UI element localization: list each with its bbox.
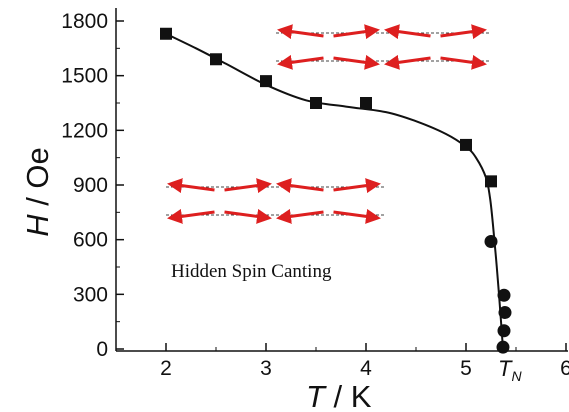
data-markers [160, 27, 512, 354]
spin-arrow [276, 208, 324, 224]
spin-arrangement-inset-lower [166, 178, 384, 224]
data-point-square [260, 75, 272, 88]
x-axis-title-unit: / K [325, 379, 372, 412]
data-point-square [160, 27, 172, 40]
y-tick-label: 300 [73, 283, 108, 306]
spin-arrow [440, 24, 487, 40]
spin-arrow [384, 54, 431, 70]
tn-label-subscript: N [511, 368, 522, 384]
spin-arrow [333, 24, 380, 40]
data-point-square [360, 97, 372, 109]
data-point-square [310, 97, 322, 109]
spin-arrow [384, 24, 431, 40]
x-tick-label: 3 [260, 357, 272, 380]
y-axis-title-var: H [20, 214, 55, 237]
x-tick-label: 4 [360, 357, 372, 380]
y-tick-label: 1800 [61, 10, 108, 33]
x-axis-title-var: T [306, 379, 327, 412]
spin-arrow [224, 208, 272, 224]
data-point-circle [497, 324, 511, 338]
tn-label: TN [498, 356, 522, 384]
spin-arrow [167, 208, 215, 224]
tn-label-symbol: T [498, 356, 513, 381]
y-axis-title-unit: / Oe [20, 147, 55, 214]
data-point-circle [484, 234, 498, 248]
y-tick-label: 1500 [61, 65, 108, 88]
fit-curve-line [165, 32, 504, 350]
spin-arrow [277, 24, 324, 40]
x-tick-label: 2 [160, 357, 172, 380]
x-tick-label: 6 [560, 357, 569, 380]
y-tick-label: 600 [73, 229, 108, 252]
hidden-spin-canting-annotation: Hidden Spin Canting [171, 261, 332, 282]
y-tick-label: 1200 [61, 119, 108, 142]
spin-arrow [277, 54, 324, 70]
spin-arrow [167, 178, 215, 194]
spin-arrow [333, 178, 381, 194]
data-point-square [210, 53, 222, 66]
y-axis-title: H / Oe [20, 147, 55, 237]
x-axis-title: T / K [306, 379, 372, 412]
spin-arrow [333, 54, 380, 70]
x-axis-ticks: 2 3 4 5 6 [160, 343, 569, 380]
spin-arrangement-inset-upper [276, 24, 490, 70]
spin-arrow [440, 54, 487, 70]
data-point-square [485, 175, 497, 188]
spin-arrow [276, 178, 324, 194]
spin-arrow [224, 178, 272, 194]
data-point-circle [498, 306, 512, 320]
y-tick-label: 0 [96, 338, 108, 361]
data-point-circle [497, 288, 511, 302]
y-tick-label: 900 [73, 174, 108, 197]
spin-arrow [333, 208, 381, 224]
data-point-square [460, 138, 472, 151]
x-tick-label: 5 [460, 357, 472, 380]
y-axis-ticks: 0 300 600 900 1200 1500 1800 [61, 10, 124, 361]
